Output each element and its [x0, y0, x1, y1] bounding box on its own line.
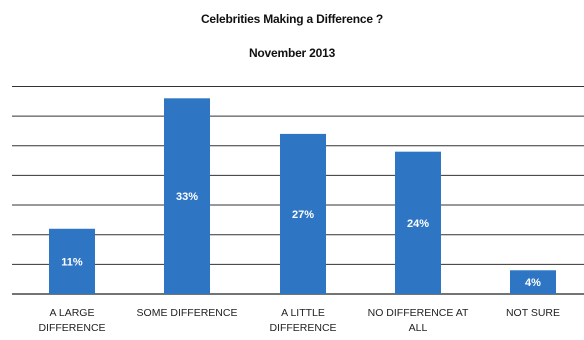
x-tick-label: A LARGE: [50, 307, 95, 319]
gridlines: [12, 85, 584, 295]
x-axis-tick-labels: A LARGE DIFFERENCE SOME DIFFERENCE A LITTLE…: [38, 307, 560, 334]
x-tick-label: NOT SURE: [506, 307, 560, 319]
x-tick-label: A LITTLE: [281, 307, 325, 319]
bar: [49, 228, 95, 294]
data-label: 27%: [292, 209, 314, 221]
bar: [280, 133, 326, 294]
x-tick-label: NO DIFFERENCE AT: [368, 307, 469, 319]
chart-subtitle: November 2013: [248, 46, 336, 60]
data-label: 11%: [61, 256, 83, 268]
bar: [395, 151, 441, 294]
data-labels: 11% 33% 27% 24% 4%: [61, 191, 541, 289]
data-label: 24%: [407, 218, 429, 230]
data-label: 33%: [176, 191, 198, 203]
x-tick-label: SOME DIFFERENCE: [137, 307, 238, 319]
x-tick-label: DIFFERENCE: [269, 322, 336, 334]
x-tick-label: DIFFERENCE: [38, 322, 105, 334]
bar: [510, 270, 556, 294]
bars: [49, 98, 556, 294]
chart-title: Celebrities Making a Difference ?: [200, 12, 384, 26]
data-label: 4%: [525, 277, 541, 289]
x-tick-label: ALL: [409, 322, 428, 334]
bar: [164, 98, 210, 294]
